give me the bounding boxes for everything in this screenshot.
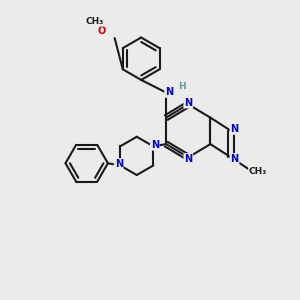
Text: N: N	[151, 140, 159, 150]
Text: CH₃: CH₃	[86, 17, 104, 26]
Text: N: N	[184, 98, 192, 108]
Text: CH₃: CH₃	[249, 167, 267, 176]
Text: N: N	[230, 124, 238, 134]
Text: O: O	[98, 26, 106, 36]
Text: H: H	[178, 82, 186, 91]
Text: N: N	[230, 154, 238, 164]
Text: N: N	[184, 154, 192, 164]
Text: N: N	[165, 87, 173, 97]
Text: N: N	[115, 159, 123, 169]
